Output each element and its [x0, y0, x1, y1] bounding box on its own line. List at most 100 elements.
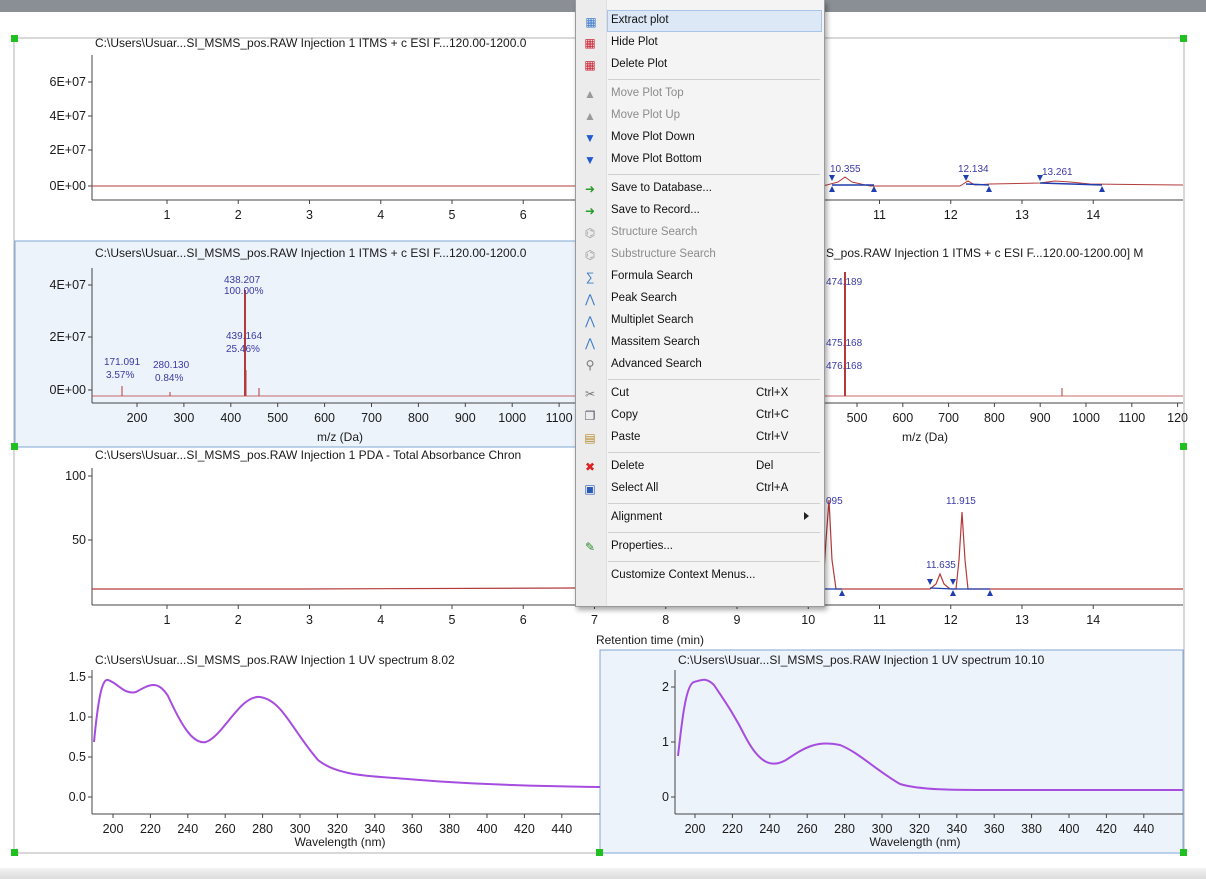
x-tick-label: 420	[514, 822, 535, 836]
menu-item-savedb[interactable]: ➜ Save to Database...	[576, 178, 824, 200]
menu-item-label: Delete	[611, 460, 645, 472]
peak-start-marker	[829, 175, 835, 181]
peak-percent-label: 100.00%	[224, 286, 264, 297]
menu-item-multiplet[interactable]: ⋀ Multiplet Search	[576, 310, 824, 332]
plot-title: C:\Users\Usuar...SI_MSMS_pos.RAW Injecti…	[95, 448, 521, 462]
menu-item-down[interactable]: ▼ Move Plot Down	[576, 127, 824, 149]
x-tick-label: 700	[361, 411, 382, 425]
y-tick-label: 1.0	[69, 710, 86, 724]
x-tick-label: 400	[220, 411, 241, 425]
menu-separator	[608, 174, 820, 175]
menu-item-paste[interactable]: ▤ Paste Ctrl+V	[576, 427, 824, 449]
uv-spectrum-plot-2[interactable]: C:\Users\Usuar...SI_MSMS_pos.RAW Injecti…	[662, 653, 1183, 849]
x-tick-label: 420	[1096, 822, 1117, 836]
peak-start-marker	[927, 579, 933, 585]
x-tick-label: 13	[1015, 613, 1029, 627]
menu-item-shortcut: Ctrl+V	[756, 431, 789, 443]
resize-handle[interactable]	[11, 849, 18, 856]
y-tick-label: 4E+07	[50, 109, 87, 123]
peak-label: 095	[826, 496, 843, 507]
x-tick-label: 220	[722, 822, 743, 836]
peak-start-marker	[950, 579, 956, 585]
uv-spectrum-plot-1[interactable]: C:\Users\Usuar...SI_MSMS_pos.RAW Injecti…	[69, 653, 601, 849]
y-tick-label: 0.0	[69, 790, 86, 804]
x-tick-label: 12	[944, 613, 958, 627]
peak-percent-label: 0.84%	[155, 373, 183, 384]
formula-search-icon: ∑	[585, 270, 595, 284]
resize-handle[interactable]	[1180, 849, 1187, 856]
multiplet-search-icon: ⋀	[585, 314, 595, 328]
menu-item-massitem[interactable]: ⋀ Massitem Search	[576, 332, 824, 354]
menu-item-label: Advanced Search	[611, 358, 702, 370]
menu-item-shortcut: Del	[756, 460, 774, 472]
x-tick-label: 340	[364, 822, 385, 836]
resize-handle[interactable]	[596, 849, 603, 856]
save-record-icon: ➜	[584, 204, 596, 218]
plot-title: S_pos.RAW Injection 1 ITMS + c ESI F...1…	[826, 246, 1143, 260]
x-tick-label: 320	[327, 822, 348, 836]
menu-item-delete_plot[interactable]: ▦ Delete Plot	[576, 54, 824, 76]
menu-item-props[interactable]: ✎ Properties...	[576, 536, 824, 558]
x-tick-label: 120	[1167, 411, 1188, 425]
menu-item-top[interactable]: ▲ Move Plot Top	[576, 83, 824, 105]
plot-title: C:\Users\Usuar...SI_MSMS_pos.RAW Injecti…	[678, 653, 1045, 667]
x-tick-label: 900	[1030, 411, 1051, 425]
x-tick-label: 300	[173, 411, 194, 425]
resize-handle[interactable]	[11, 443, 18, 450]
x-tick-label: 280	[834, 822, 855, 836]
menu-item-selall[interactable]: ▣ Select All Ctrl+A	[576, 478, 824, 500]
menu-item-cut[interactable]: ✂ Cut Ctrl+X	[576, 383, 824, 405]
menu-item-align[interactable]: Alignment	[576, 507, 824, 529]
plot-title: C:\Users\Usuar...SI_MSMS_pos.RAW Injecti…	[95, 653, 455, 667]
menu-item-customize[interactable]: Customize Context Menus...	[576, 565, 824, 587]
menu-item-label: Paste	[611, 431, 641, 443]
y-tick-label: 0.5	[69, 750, 86, 764]
menu-item-up[interactable]: ▲ Move Plot Up	[576, 105, 824, 127]
context-menu[interactable]: ▦ Extract plot ▦ Hide Plot ▦ Delete Plot ▲ Move…	[575, 0, 825, 607]
menu-item-label: Extract plot	[611, 14, 669, 26]
menu-separator	[608, 452, 820, 453]
menu-item-label: Customize Context Menus...	[611, 569, 756, 581]
menu-item-advanced[interactable]: ⚲ Advanced Search	[576, 354, 824, 376]
menu-item-label: Move Plot Up	[611, 109, 681, 121]
x-tick-label: 500	[847, 411, 868, 425]
x-tick-label: 900	[455, 411, 476, 425]
menu-item-label: Save to Database...	[611, 182, 713, 194]
menu-item-label: Delete Plot	[611, 58, 668, 70]
menu-item-extract[interactable]: ▦ Extract plot	[585, 10, 822, 32]
x-tick-label: 3	[306, 208, 313, 222]
menu-item-substruct[interactable]: ⌬ Substructure Search	[576, 244, 824, 266]
y-tick-label: 2E+07	[50, 143, 87, 157]
extract-plot-icon: ▦	[585, 15, 597, 29]
menu-item-struct[interactable]: ⌬ Structure Search	[576, 222, 824, 244]
menu-item-bottom[interactable]: ▼ Move Plot Bottom	[576, 149, 824, 171]
peak-mz-label: 438.207	[224, 275, 261, 286]
move-bottom-icon: ▼	[584, 153, 596, 167]
resize-handle[interactable]	[11, 35, 18, 42]
menu-item-copy[interactable]: ❐ Copy Ctrl+C	[576, 405, 824, 427]
menu-item-label: Alignment	[611, 511, 663, 523]
menu-item-formula[interactable]: ∑ Formula Search	[576, 266, 824, 288]
uv2-plot-selection[interactable]	[599, 649, 1184, 854]
menu-item-peak[interactable]: ⋀ Peak Search	[576, 288, 824, 310]
resize-handle[interactable]	[1180, 35, 1187, 42]
ms-plot-selection[interactable]	[14, 240, 601, 448]
mass-spectrum-plot-2[interactable]: S_pos.RAW Injection 1 ITMS + c ESI F...1…	[824, 246, 1188, 444]
x-tick-label: 7	[591, 613, 598, 627]
mass-spectrum-plot-1[interactable]: C:\Users\Usuar...SI_MSMS_pos.RAW Injecti…	[50, 246, 601, 444]
menu-item-del[interactable]: ✖ Delete Del	[576, 456, 824, 478]
menu-item-hide[interactable]: ▦ Hide Plot	[576, 32, 824, 54]
menu-item-saverec[interactable]: ➜ Save to Record...	[576, 200, 824, 222]
menu-separator	[608, 561, 820, 562]
x-axis-label: m/z (Da)	[317, 430, 363, 444]
peak-end-marker	[950, 590, 956, 596]
x-tick-label: 10	[801, 613, 815, 627]
x-tick-label: 1	[164, 613, 171, 627]
x-tick-label: 400	[477, 822, 498, 836]
peak-end-marker	[987, 590, 993, 596]
x-tick-label: 6	[520, 208, 527, 222]
menu-item-label: Properties...	[611, 540, 673, 552]
resize-handle[interactable]	[1180, 443, 1187, 450]
x-axis-label: Retention time (min)	[596, 633, 704, 647]
